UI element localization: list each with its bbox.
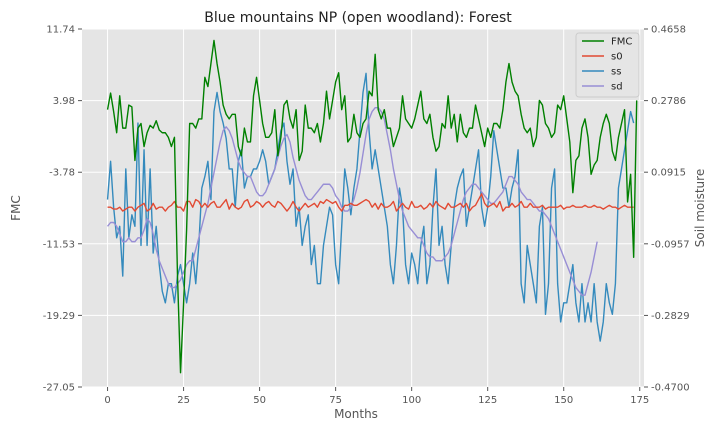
left-y-tick-label: -3.78 [49,168,75,179]
x-tick-label: 150 [554,395,573,406]
right-y-tick-label: 0.2786 [651,96,686,107]
x-tick-label: 50 [253,395,266,406]
left-y-tick-label: -11.53 [43,239,75,250]
left-y-axis-ticks: 11.74 3.98 -3.78 -11.53 -19.29 -27.05 [43,25,82,394]
legend-label-s0: s0 [611,52,623,63]
right-y-tick-label: -0.4700 [651,383,690,394]
x-tick-label: 25 [177,395,190,406]
x-tick-label: 125 [478,395,497,406]
chart-title: Blue mountains NP (open woodland): Fores… [204,10,512,26]
right-y-tick-label: 0.0915 [651,168,686,179]
right-y-axis-ticks: 0.4658 0.2786 0.0915 -0.0957 -0.2829 -0.4700 [644,25,690,394]
x-tick-label: 100 [402,395,421,406]
plot-background [82,29,644,387]
x-tick-label: 75 [329,395,342,406]
right-y-axis-label: Soil moisture [693,169,707,247]
right-y-tick-label: -0.2829 [651,311,690,322]
legend-label-fmc: FMC [611,37,632,48]
right-y-tick-label: -0.0957 [651,239,690,250]
legend-label-ss: ss [611,67,621,78]
legend: FMC s0 ss sd [575,32,640,98]
right-y-tick-label: 0.4658 [651,25,686,36]
left-y-tick-label: -19.29 [43,311,75,322]
left-y-tick-label: -27.05 [43,383,75,394]
series-lines [106,39,638,374]
legend-box [575,32,640,98]
left-y-tick-label: 3.98 [53,96,75,107]
series-line-sd [107,107,598,296]
x-tick-label: 0 [104,395,110,406]
x-axis-label: Months [334,407,378,421]
legend-label-sd: sd [611,82,623,93]
series-line-ss [106,72,635,342]
series-line-fmc [106,39,638,374]
x-tick-label: 175 [630,395,649,406]
x-axis-ticks: 0 25 50 75 100 125 150 175 [104,387,649,406]
left-y-tick-label: 11.74 [46,25,75,36]
series-line-s0 [107,193,634,212]
left-y-axis-label: FMC [9,195,23,221]
